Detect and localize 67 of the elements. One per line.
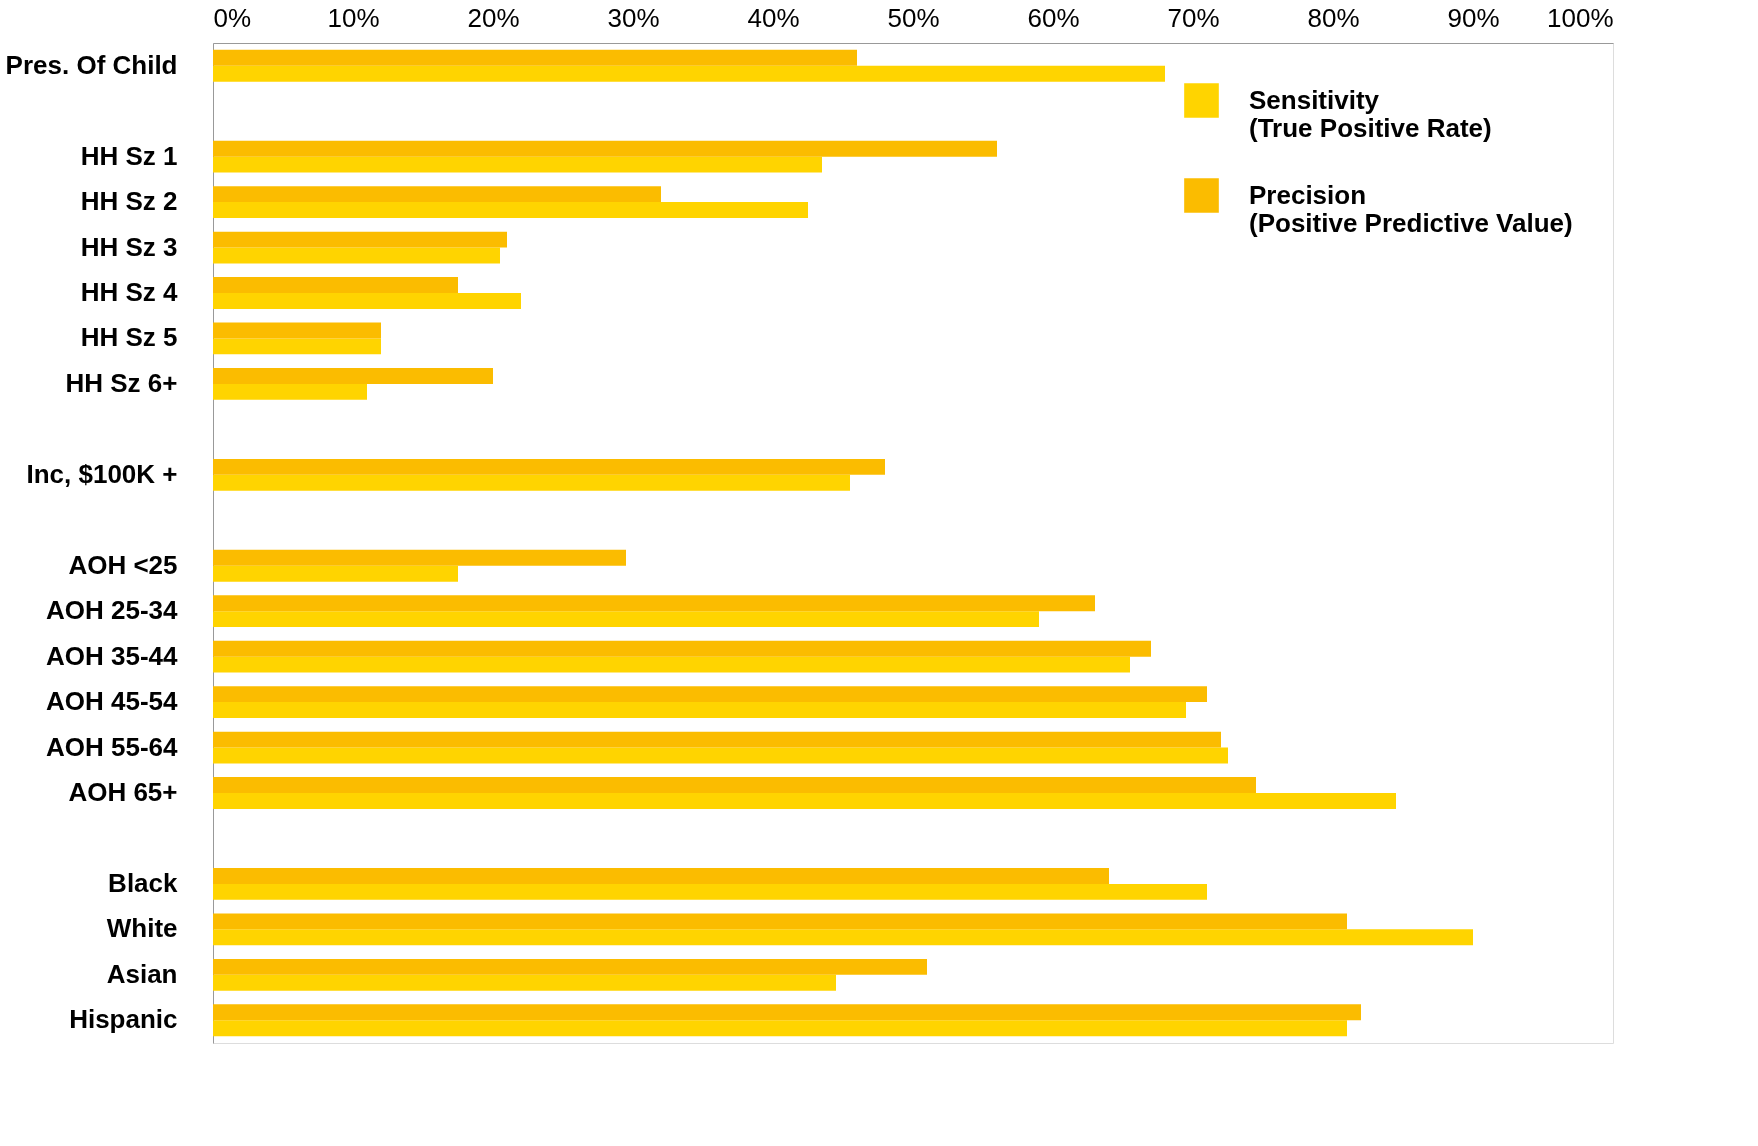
x-tick-label: 0%	[213, 2, 252, 33]
bar	[213, 156, 822, 173]
bar	[213, 883, 1207, 900]
bar	[213, 231, 507, 248]
bar	[213, 640, 1151, 657]
x-tick-label: 40%	[747, 2, 800, 33]
legend-label: Sensitivity (True Positive Rate)	[1249, 84, 1492, 143]
y-tick-label: White	[106, 913, 178, 944]
x-tick-label: 10%	[327, 2, 380, 33]
bar	[213, 322, 381, 339]
bar	[213, 368, 493, 384]
bar	[213, 868, 1109, 884]
y-tick-label: AOH 35-44	[46, 640, 179, 671]
bar	[213, 777, 1256, 793]
y-tick-label: AOH 45-54	[46, 686, 179, 717]
x-tick-label: 20%	[467, 2, 520, 33]
y-tick-label: HH Sz 2	[80, 186, 178, 217]
y-tick-label: AOH <25	[68, 549, 178, 580]
bar	[213, 247, 500, 264]
y-tick-label: AOH 25-34	[46, 595, 179, 626]
bar	[213, 1004, 1361, 1021]
bar	[213, 186, 661, 203]
y-tick-label: Inc, $100K +	[26, 458, 178, 489]
y-tick-label: Pres. Of Child	[5, 49, 178, 80]
y-tick-label: Black	[108, 867, 179, 898]
bar	[213, 793, 1396, 809]
x-tick-label: 70%	[1167, 2, 1220, 33]
x-tick-label: 80%	[1307, 2, 1360, 33]
bar	[213, 383, 367, 400]
bar	[213, 913, 1347, 930]
bar	[213, 974, 836, 991]
bar	[213, 474, 850, 491]
bar	[213, 338, 381, 355]
y-tick-label: HH Sz 3	[80, 231, 178, 262]
bar	[213, 65, 1165, 82]
x-tick-label: 90%	[1447, 2, 1500, 33]
y-tick-label: Hispanic	[69, 1004, 178, 1035]
bar	[213, 277, 458, 293]
bar	[213, 595, 1095, 612]
bar	[213, 549, 626, 566]
legend-label: Precision (Positive Predictive Value)	[1249, 179, 1573, 238]
bar	[213, 929, 1473, 946]
y-tick-label: HH Sz 6+	[65, 367, 178, 398]
bar	[213, 1020, 1347, 1037]
bar	[213, 611, 1039, 628]
bar	[213, 458, 885, 475]
x-tick-label: 60%	[1027, 2, 1080, 33]
y-tick-label: AOH 55-64	[46, 731, 179, 762]
bar	[213, 140, 997, 157]
bar	[213, 293, 521, 309]
x-tick-label: 30%	[607, 2, 660, 33]
bar	[213, 747, 1228, 764]
bar	[213, 565, 458, 582]
bar	[213, 958, 927, 975]
y-tick-label: HH Sz 5	[80, 322, 178, 353]
x-tick-label: 100%	[1547, 2, 1614, 33]
bar	[213, 731, 1221, 748]
bar	[213, 202, 808, 218]
bar	[213, 702, 1186, 718]
bar	[213, 686, 1207, 703]
bar	[213, 49, 857, 66]
y-tick-label: AOH 65+	[68, 777, 178, 807]
y-tick-label: HH Sz 4	[80, 277, 179, 307]
y-tick-label: Asian	[106, 958, 178, 989]
y-tick-label: HH Sz 1	[80, 140, 178, 171]
bar	[213, 656, 1130, 673]
x-tick-label: 50%	[887, 2, 940, 33]
